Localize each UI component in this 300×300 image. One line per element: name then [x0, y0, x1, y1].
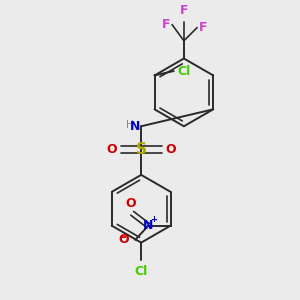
Text: N: N: [143, 219, 154, 232]
Text: O: O: [125, 197, 136, 210]
Text: +: +: [150, 215, 157, 224]
Text: S: S: [136, 142, 147, 157]
Text: N: N: [130, 120, 140, 133]
Text: F: F: [162, 18, 171, 31]
Text: Cl: Cl: [134, 265, 148, 278]
Text: O: O: [118, 233, 129, 246]
Text: Cl: Cl: [177, 64, 190, 77]
Text: F: F: [180, 4, 188, 17]
Text: H: H: [125, 120, 133, 130]
Text: -: -: [120, 230, 126, 244]
Text: O: O: [106, 143, 117, 156]
Text: O: O: [165, 143, 176, 156]
Text: F: F: [199, 21, 207, 34]
